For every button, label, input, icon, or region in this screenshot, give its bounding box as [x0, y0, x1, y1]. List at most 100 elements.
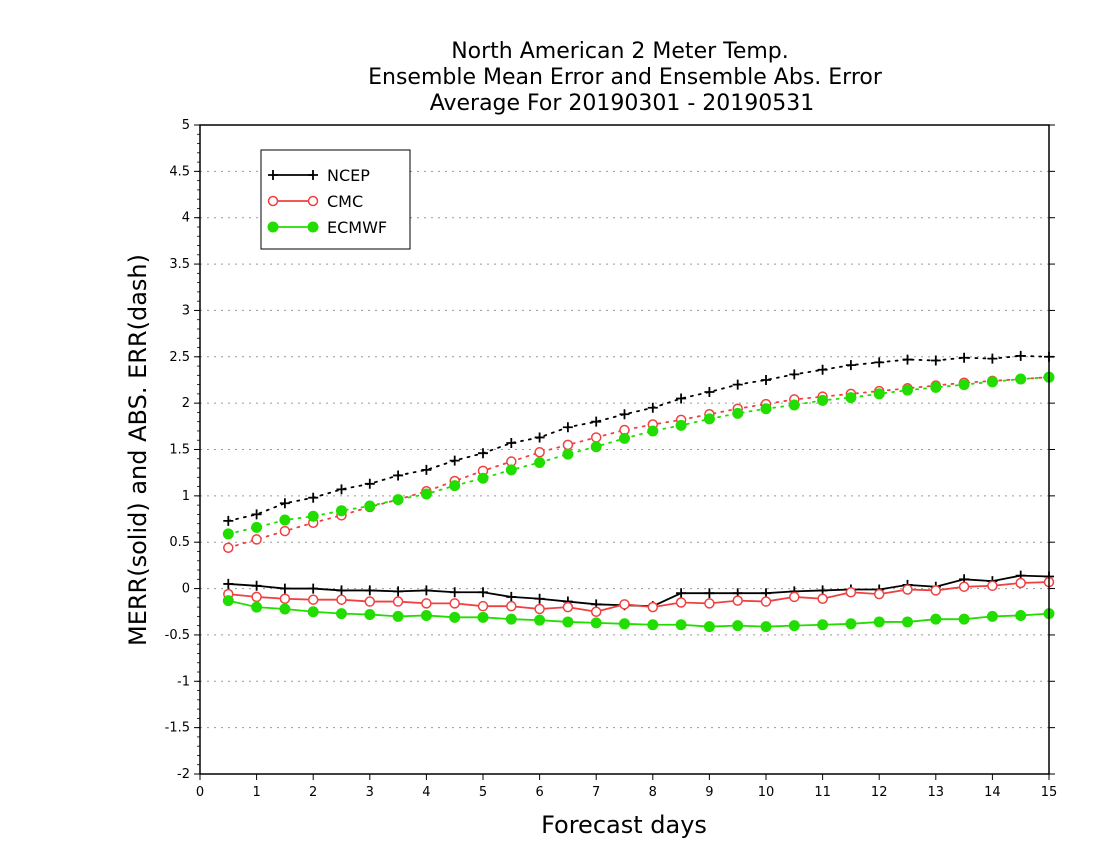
x-tick-label: 1: [252, 785, 260, 800]
abs-err-point-cmc: [279, 525, 291, 537]
mean-err-point-ecmwf: [873, 616, 885, 628]
mean-err-point-ncep: [449, 587, 460, 598]
mean-err-point-cmc: [534, 603, 545, 615]
mean-err-point-ecmwf: [364, 609, 376, 621]
abs-err-point-ncep: [506, 438, 517, 449]
mean-err-point-ecmwf: [930, 613, 942, 625]
abs-err-point-ncep: [562, 422, 573, 433]
legend-marker-ecmwf: [307, 221, 319, 233]
mean-err-point-cmc: [279, 593, 291, 605]
y-tick-label: 1: [182, 489, 190, 504]
abs-err-point-ncep: [704, 387, 715, 398]
abs-err-point-cmc: [534, 447, 545, 458]
mean-err-point-ecmwf: [392, 610, 404, 622]
y-tick-label: -1.5: [165, 721, 190, 736]
legend-marker-ncep: [268, 170, 278, 180]
mean-err-point-cmc: [421, 598, 432, 609]
y-tick-label: 4: [182, 211, 190, 226]
y-tick-label: 5: [182, 118, 190, 133]
abs-err-point-ncep: [874, 357, 885, 368]
abs-err-point-ncep: [449, 455, 460, 466]
legend-box: [260, 149, 411, 250]
mean-err-point-cmc: [760, 596, 772, 607]
mean-err-point-ecmwf: [958, 613, 970, 625]
mean-err-point-ecmwf: [590, 617, 602, 629]
abs-err-point-ncep: [251, 509, 262, 520]
mean-err-point-cmc: [477, 600, 489, 612]
y-tick-label: 0: [182, 582, 190, 597]
series-ncep: [223, 350, 1054, 612]
series-layer: [222, 350, 1055, 633]
abs-err-point-ecmwf: [336, 505, 347, 517]
x-tick-label: 9: [705, 785, 713, 800]
abs-err-point-ncep: [959, 352, 970, 363]
mean-err-point-ecmwf: [420, 609, 432, 621]
y-tick-label: -0.5: [165, 628, 190, 643]
mean-err-point-ecmwf: [817, 619, 829, 631]
mean-err-point-ecmwf: [336, 608, 347, 620]
abs-err-point-ecmwf: [986, 376, 998, 388]
mean-err-line-ecmwf: [228, 599, 1050, 628]
abs-err-point-ncep: [732, 379, 743, 390]
mean-err-point-cmc: [902, 584, 913, 595]
mean-err-point-ecmwf: [647, 619, 659, 631]
mean-err-point-cmc: [817, 593, 828, 605]
x-tick-label: 5: [479, 785, 487, 800]
abs-err-point-ecmwf: [873, 388, 885, 400]
mean-err-point-ecmwf: [279, 603, 291, 615]
abs-err-point-ncep: [761, 374, 771, 385]
abs-err-point-ncep: [902, 354, 913, 365]
mean-err-point-ecmwf: [505, 613, 517, 625]
legend-label-cmc: CMC: [327, 192, 363, 211]
abs-err-point-ecmwf: [675, 419, 687, 431]
abs-err-point-ncep: [364, 478, 375, 489]
mean-err-point-ncep: [421, 585, 432, 596]
legend-marker-ecmwf: [267, 221, 279, 233]
mean-err-point-cmc: [845, 587, 857, 598]
mean-err-point-ncep: [704, 588, 715, 599]
x-tick-label: 15: [1041, 785, 1058, 800]
abs-err-point-ecmwf: [902, 384, 913, 396]
mean-err-point-ecmwf: [562, 616, 574, 628]
mean-err-point-ncep: [393, 586, 404, 597]
abs-err-line-ncep: [227, 354, 1050, 522]
chart-title-line-1: North American 2 Meter Temp.: [451, 39, 789, 64]
mean-err-point-ecmwf: [534, 614, 546, 626]
y-tick-label: -2: [177, 767, 190, 782]
abs-err-point-ncep: [308, 492, 319, 503]
abs-err-point-ncep: [534, 432, 545, 443]
abs-err-point-ncep: [393, 470, 404, 481]
abs-err-point-ncep: [789, 369, 800, 380]
y-tick-label: 3.5: [169, 257, 190, 272]
mean-err-point-cmc: [704, 598, 715, 609]
y-tick-label: 3: [182, 303, 190, 318]
legend-label-ncep: NCEP: [327, 166, 370, 185]
mean-err-point-ncep: [478, 587, 488, 598]
x-tick-label: 7: [592, 785, 600, 800]
mean-err-point-ecmwf: [675, 619, 687, 631]
mean-err-point-ecmwf: [307, 606, 319, 618]
abs-err-point-ncep: [1015, 350, 1026, 361]
abs-err-point-ecmwf: [760, 403, 772, 415]
mean-err-point-ncep: [534, 593, 545, 604]
chart-title-line-2: Ensemble Mean Error and Ensemble Abs. Er…: [368, 65, 883, 90]
x-tick-label: 14: [984, 785, 1001, 800]
mean-err-point-ecmwf: [222, 595, 234, 607]
legend-marker-cmc: [307, 195, 319, 207]
mean-err-point-cmc: [506, 600, 517, 612]
abs-err-point-cmc: [251, 534, 262, 545]
mean-err-point-cmc: [392, 596, 404, 607]
legend-label-ecmwf: ECMWF: [327, 218, 387, 237]
abs-err-point-ecmwf: [534, 456, 546, 468]
abs-err-point-ecmwf: [590, 441, 602, 453]
mean-err-point-ecmwf: [477, 611, 489, 623]
abs-err-point-ncep: [478, 448, 488, 459]
mean-err-point-ncep: [251, 580, 262, 591]
abs-err-point-ncep: [817, 364, 828, 375]
mean-err-point-ecmwf: [788, 620, 800, 632]
mean-err-point-ecmwf: [732, 620, 744, 632]
abs-err-point-ecmwf: [845, 392, 857, 404]
mean-err-point-cmc: [449, 598, 460, 609]
